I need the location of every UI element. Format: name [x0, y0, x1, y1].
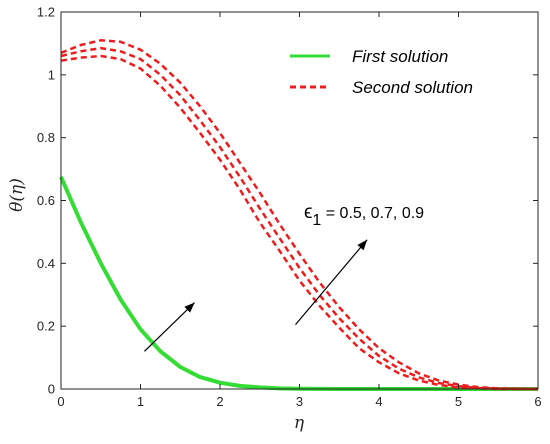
y-tick-label: 1 — [48, 67, 55, 82]
series-line-second-solution-3 — [60, 39, 539, 391]
arrow-line-1 — [295, 239, 368, 325]
x-tick-label: 4 — [375, 394, 382, 409]
y-tick-label: 0 — [48, 382, 55, 397]
ticks-layer: 0 1 2 3 4 5 6 0 0.2 0.4 0.6 0.8 1 1.2 — [37, 5, 542, 410]
arrow-line-0 — [144, 302, 195, 352]
x-tick-label: 1 — [137, 394, 144, 409]
epsilon-symbol: ϵ — [304, 202, 312, 223]
y-axis-label: θ(η) — [7, 178, 27, 212]
y-tick-label: 1.2 — [37, 5, 55, 20]
legend-label-first-solution: First solution — [352, 47, 448, 66]
y-tick-label: 0.6 — [37, 193, 55, 208]
x-tick-label: 2 — [216, 394, 223, 409]
epsilon-values: = 0.5, 0.7, 0.9 — [321, 205, 424, 222]
arrow-head-1 — [357, 239, 368, 251]
epsilon-subscript: 1 — [312, 212, 321, 229]
x-tick-label: 0 — [57, 394, 64, 409]
plot-frame — [60, 11, 539, 390]
x-axis-label: η — [294, 413, 305, 433]
series-line-second-solution-2 — [60, 46, 539, 391]
series-line-first-solution — [59, 176, 538, 391]
arrows-layer — [144, 239, 368, 352]
y-tick-label: 0.8 — [37, 130, 55, 145]
y-tick-label: 0.2 — [37, 319, 55, 334]
arrow-head-0 — [184, 302, 195, 313]
epsilon-annotation: ϵ1 = 0.5, 0.7, 0.9 — [304, 202, 424, 229]
y-tick-label: 0.4 — [37, 256, 55, 271]
x-tick-label: 6 — [534, 394, 541, 409]
x-tick-label: 5 — [455, 394, 462, 409]
x-tick-label: 3 — [296, 394, 303, 409]
legend: First solution Second solution — [290, 47, 473, 97]
series-line-second-solution-1 — [60, 54, 538, 391]
legend-label-second-solution: Second solution — [352, 78, 473, 97]
